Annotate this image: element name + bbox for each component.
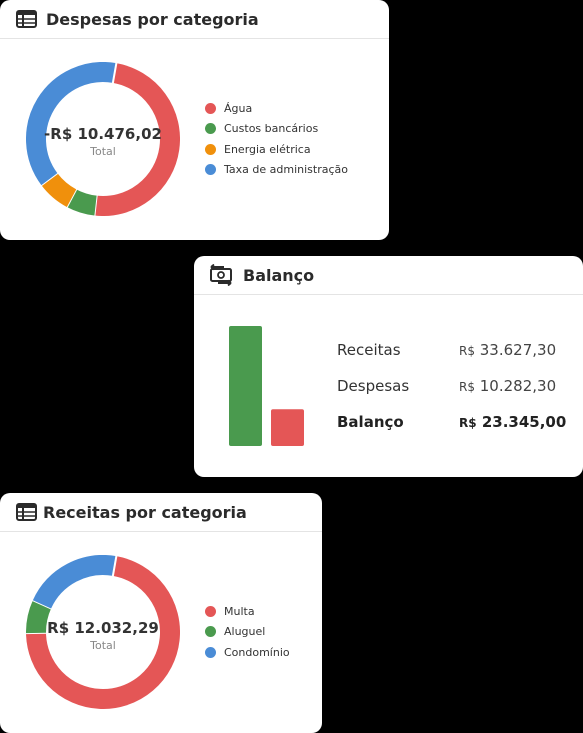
receitas-total-label: Total (90, 639, 116, 652)
legend-label: Custos bancários (224, 122, 319, 136)
receitas-legend: Multa Aluguel Condomínio (205, 601, 290, 663)
receitas-slice-multa (26, 556, 180, 709)
despesas-slice--gua (94, 63, 180, 216)
despesas-legend: Água Custos bancários Energia elétrica Taxa… (205, 98, 348, 180)
receitas-title: Receitas por categoria (43, 502, 247, 522)
receitas-total-value: R$ 12.032,29 (47, 619, 159, 637)
balanco-card: Balanço Receitas R$ 33.627,30 Despesas R… (194, 256, 583, 477)
balanco-row-label: Receitas (337, 341, 401, 359)
legend-color-dot (205, 123, 216, 135)
receitas-slice-condom-nio (32, 555, 117, 609)
receitas-card-header: Receitas por categoria (0, 493, 322, 532)
receitas-legend-item: Aluguel (205, 622, 290, 643)
despesas-title: Despesas por categoria (46, 9, 259, 29)
balanco-bar-receitas (229, 326, 262, 446)
balanco-title: Balanço (243, 265, 315, 285)
legend-label: Taxa de administração (224, 163, 348, 177)
balanco-row-despesas: Despesas R$ 10.282,30 (337, 375, 556, 397)
despesas-donut-chart: -R$ 10.476,02 Total (26, 62, 180, 217)
balanco-bar-chart (224, 321, 314, 446)
despesas-slice-separator (65, 187, 78, 209)
balanco-row-value: R$ 33.627,30 (459, 341, 557, 359)
despesas-total-value: -R$ 10.476,02 (44, 125, 162, 143)
table-icon (16, 503, 37, 521)
despesas-slice-energia-el-trica (41, 172, 77, 207)
balanco-row-value: R$ 23.345,00 (459, 413, 567, 431)
legend-color-dot (205, 626, 216, 638)
balanco-row-balanco: Balanço R$ 23.345,00 (337, 411, 566, 433)
despesas-total-label: Total (90, 145, 116, 158)
receitas-donut-chart: R$ 12.032,29 Total (24, 555, 180, 709)
balanco-row-label: Despesas (337, 377, 410, 395)
legend-color-dot (205, 143, 216, 155)
legend-label: Aluguel (224, 625, 266, 639)
balanco-row-label: Balanço (337, 413, 404, 431)
despesas-slice-custos-banc-rios (66, 189, 98, 216)
despesas-legend-item: Água (205, 98, 348, 119)
despesas-slice-separator (93, 194, 98, 217)
despesas-legend-item: Energia elétrica (205, 139, 348, 160)
receitas-card: Receitas por categoria R$ 12.032,29 Tota… (0, 493, 322, 733)
despesas-legend-item: Custos bancários (205, 119, 348, 140)
receitas-slice-separator (111, 555, 118, 578)
balanco-card-header: Balanço (194, 256, 583, 295)
balanco-bar-despesas (271, 409, 304, 446)
despesas-card: Despesas por categoria -R$ 10.476,02 Tot… (0, 0, 389, 240)
legend-label: Multa (224, 604, 255, 618)
legend-color-dot (205, 646, 216, 658)
despesas-legend-item: Taxa de administração (205, 160, 348, 181)
legend-label: Água (224, 101, 253, 115)
balanco-row-receitas: Receitas R$ 33.627,30 (337, 339, 556, 361)
table-icon (16, 10, 37, 28)
balanco-row-value: R$ 10.282,30 (459, 377, 557, 395)
receitas-legend-item: Multa (205, 601, 290, 622)
legend-color-dot (205, 605, 216, 617)
despesas-slice-separator (111, 62, 118, 85)
despesas-slice-taxa-de-administra-o (26, 62, 117, 186)
money-exchange-icon (207, 264, 235, 286)
receitas-legend-item: Condomínio (205, 642, 290, 663)
legend-label: Condomínio (224, 645, 290, 659)
legend-color-dot (205, 102, 216, 114)
receitas-slice-aluguel (26, 600, 52, 634)
legend-color-dot (205, 164, 216, 176)
legend-label: Energia elétrica (224, 142, 311, 156)
despesas-card-header: Despesas por categoria (0, 0, 389, 39)
receitas-slice-separator (31, 598, 53, 610)
